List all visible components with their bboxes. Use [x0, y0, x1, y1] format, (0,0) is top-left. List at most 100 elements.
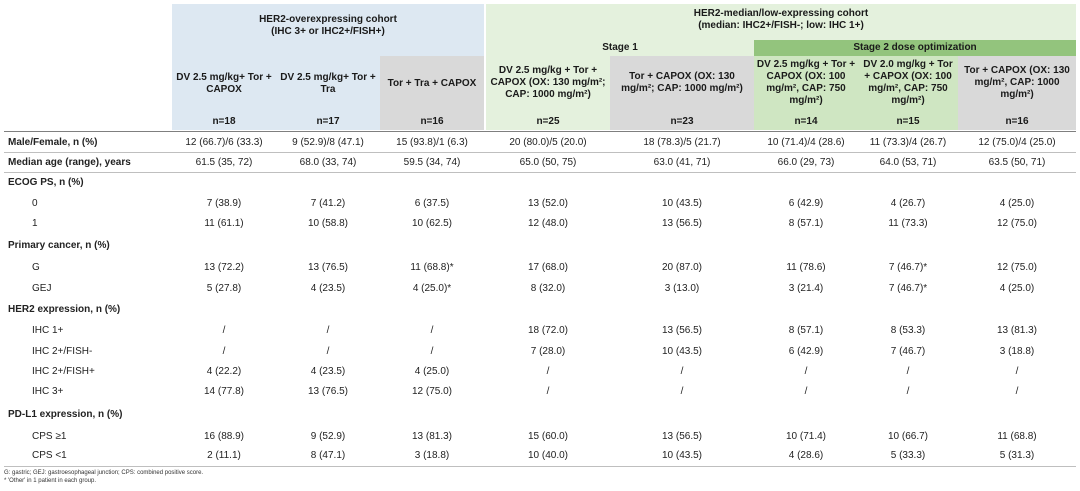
- stage1-label: Stage 1: [602, 42, 638, 53]
- table-cell: /: [680, 366, 684, 377]
- table-cell: 14 (77.8): [203, 386, 245, 397]
- arm-n-3: n=16: [420, 116, 444, 127]
- table-cell: 4 (26.7): [890, 198, 926, 209]
- arm-name-6: DV 2.5 mg/kg + Tor + CAPOX (OX: 100 mg/m…: [756, 59, 856, 106]
- table-cell: 4 (25.0): [414, 366, 450, 377]
- table-cell: 6 (42.9): [788, 198, 824, 209]
- table-cell: /: [906, 366, 910, 377]
- table-cell: 6 (42.9): [788, 346, 824, 357]
- row-label: PD-L1 expression, n (%): [8, 409, 123, 420]
- table-cell: 7 (46.7)*: [888, 283, 928, 294]
- table-cell: 12 (75.0)/4 (25.0): [978, 137, 1056, 148]
- row-label: Male/Female, n (%): [8, 137, 98, 148]
- table-cell: 4 (23.5): [310, 366, 346, 377]
- table-cell: 63.0 (41, 71): [653, 157, 711, 168]
- table-cell: 10 (71.4): [785, 431, 827, 442]
- table-cell: 61.5 (35, 72): [195, 157, 253, 168]
- row-label: GEJ: [32, 283, 52, 294]
- table-cell: 7 (46.7)*: [888, 262, 928, 273]
- table-cell: 13 (56.5): [661, 218, 703, 229]
- arm-bg-3: [380, 56, 484, 130]
- table-cell: 65.0 (50, 75): [519, 157, 577, 168]
- table-cell: 2 (11.1): [207, 450, 241, 461]
- table-cell: 12 (48.0): [527, 218, 569, 229]
- her2-low-subtitle-text: (median: IHC2+/FISH-; low: IHC 1+): [698, 20, 864, 31]
- table-cell: 7 (46.7): [890, 346, 926, 357]
- table-cell: 15 (93.8)/1 (6.3): [396, 137, 468, 148]
- footnote-abbrev: G: gastric; GEJ: gastroesophageal juncti…: [4, 470, 204, 476]
- header-divider: [4, 131, 1076, 132]
- her2-low-title: HER2-median/low-expressing cohort (media…: [486, 6, 1076, 34]
- table-cell: 10 (58.8): [307, 218, 349, 229]
- table-cell: 4 (25.0): [999, 198, 1035, 209]
- row-label: G: [32, 262, 40, 273]
- table-cell: /: [804, 386, 808, 397]
- arm-name-5: Tor + CAPOX (OX: 130 mg/m²; CAP: 1000 mg…: [621, 71, 743, 94]
- table-cell: 10 (43.5): [661, 198, 703, 209]
- stage1-header-bg: [486, 40, 754, 56]
- table-cell: 18 (78.3)/5 (21.7): [643, 137, 721, 148]
- table-cell: /: [430, 325, 434, 336]
- row-divider: [4, 172, 1076, 173]
- table-cell: 11 (73.3): [888, 218, 928, 229]
- arm-n-1: n=18: [212, 116, 236, 127]
- her2-low-header-bg: [486, 4, 1076, 40]
- table-cell: /: [430, 346, 434, 357]
- row-label: IHC 2+/FISH-: [32, 346, 93, 357]
- her2-over-title-text: HER2-overexpressing cohort: [259, 14, 397, 25]
- table-cell: 13 (56.5): [661, 325, 703, 336]
- arm-n-6: n=14: [794, 116, 818, 127]
- table-cell: 10 (40.0): [527, 450, 569, 461]
- table-cell: 59.5 (34, 74): [403, 157, 461, 168]
- table-cell: 13 (56.5): [661, 431, 703, 442]
- table-cell: 8 (32.0): [530, 283, 566, 294]
- table-cell: 11 (68.8)*: [410, 262, 454, 273]
- table-cell: 10 (43.5): [661, 346, 703, 357]
- table-cell: 12 (75.0): [996, 218, 1038, 229]
- table-cell: 10 (62.5): [411, 218, 453, 229]
- table-cell: /: [546, 366, 550, 377]
- table-cell: 13 (52.0): [527, 198, 569, 209]
- table-cell: 8 (47.1): [310, 450, 346, 461]
- arm-name-1: DV 2.5 mg/kg+ Tor + CAPOX: [176, 72, 272, 95]
- table-cell: 13 (81.3): [996, 325, 1038, 336]
- table-cell: /: [222, 325, 226, 336]
- table-cell: 8 (57.1): [788, 218, 824, 229]
- row-label: IHC 2+/FISH+: [32, 366, 95, 377]
- table-cell: 4 (25.0): [999, 283, 1035, 294]
- table-cell: /: [1015, 366, 1019, 377]
- row-divider: [4, 152, 1076, 153]
- table-cell: 13 (76.5): [307, 386, 349, 397]
- table-cell: 4 (25.0)*: [412, 283, 452, 294]
- row-label: IHC 1+: [32, 325, 64, 336]
- table-cell: 8 (53.3): [890, 325, 926, 336]
- table-cell: 5 (27.8): [206, 283, 242, 294]
- arm-n-4: n=25: [536, 116, 560, 127]
- table-cell: 9 (52.9): [310, 431, 346, 442]
- table-cell: 12 (75.0): [996, 262, 1038, 273]
- table-cell: 11 (78.6): [786, 262, 826, 273]
- table-cell: 66.0 (29, 73): [777, 157, 835, 168]
- table-cell: 7 (28.0): [530, 346, 566, 357]
- table-cell: 4 (28.6): [788, 450, 824, 461]
- row-label: ECOG PS, n (%): [8, 177, 84, 188]
- table-cell: 20 (80.0)/5 (20.0): [509, 137, 587, 148]
- table-cell: 11 (73.3)/4 (26.7): [869, 137, 947, 148]
- arm-bg-1: [172, 56, 276, 130]
- table-cell: 10 (43.5): [661, 450, 703, 461]
- her2-over-subtitle-text: (IHC 3+ or IHC2+/FISH+): [271, 26, 385, 37]
- table-cell: 5 (31.3): [999, 450, 1035, 461]
- table-cell: /: [906, 386, 910, 397]
- table-cell: 13 (76.5): [307, 262, 349, 273]
- table-cell: 17 (68.0): [527, 262, 569, 273]
- table-cell: 11 (68.8): [997, 431, 1037, 442]
- arm-bg-5: [610, 56, 754, 130]
- table-cell: 12 (66.7)/6 (33.3): [185, 137, 263, 148]
- row-label: IHC 3+: [32, 386, 64, 397]
- table-cell: 3 (21.4): [788, 283, 824, 294]
- arm-n-2: n=17: [316, 116, 340, 127]
- row-label: CPS ≥1: [32, 431, 67, 442]
- table-cell: /: [326, 325, 330, 336]
- row-label: HER2 expression, n (%): [8, 304, 121, 315]
- table-cell: 7 (38.9): [206, 198, 242, 209]
